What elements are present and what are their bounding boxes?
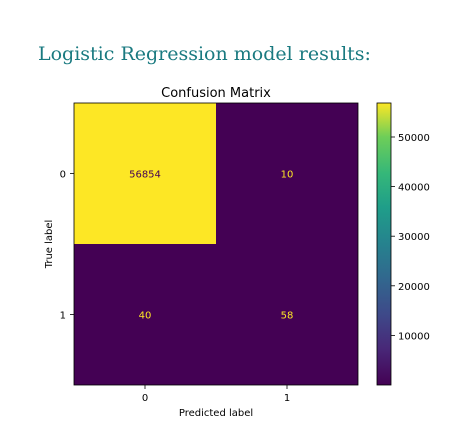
results-heading: Logistic Regression model results: xyxy=(38,43,371,65)
cell-value-label: 40 xyxy=(139,311,152,322)
colorbar xyxy=(376,102,392,386)
y-tick-label: 1 xyxy=(60,311,66,322)
colorbar-tick-label: 30000 xyxy=(398,232,430,243)
colorbar-tick-label: 20000 xyxy=(398,282,430,293)
x-axis-label: Predicted label xyxy=(179,408,253,419)
cell-value-label: 58 xyxy=(281,311,294,322)
cell-value-label: 56854 xyxy=(129,170,161,181)
chart-title: Confusion Matrix xyxy=(161,86,271,101)
plot-frame xyxy=(73,102,359,386)
heatmap-cells: 56854 10 40 58 xyxy=(74,103,358,385)
colorbar-tick-label: 10000 xyxy=(398,331,430,342)
cell-value-label: 10 xyxy=(281,170,294,181)
y-tick-label: 0 xyxy=(60,170,66,181)
y-axis-ticks: 01 xyxy=(60,170,74,322)
heatmap-cell xyxy=(74,103,216,244)
heatmap-cell xyxy=(216,244,358,385)
x-tick-label: 0 xyxy=(142,393,148,404)
heatmap-cell xyxy=(216,103,358,244)
colorbar-ticks: 10000 20000 30000 40000 50000 xyxy=(391,133,430,342)
x-tick-label: 1 xyxy=(284,393,290,404)
y-axis-label: True label xyxy=(44,220,55,270)
colorbar-tick-label: 50000 xyxy=(398,133,430,144)
heatmap-cell xyxy=(74,244,216,385)
colorbar-tick-label: 40000 xyxy=(398,183,430,194)
